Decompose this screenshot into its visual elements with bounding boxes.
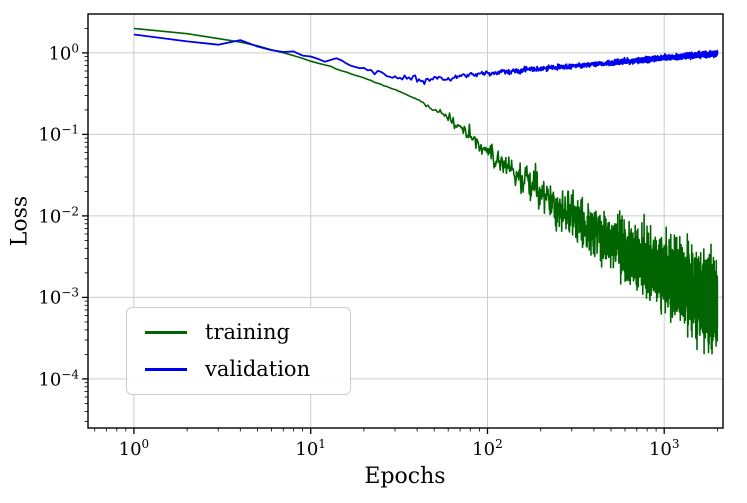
y-axis-label: Loss <box>7 195 33 247</box>
validation-line-swatch <box>145 368 187 371</box>
legend-item-validation: validation <box>145 359 310 380</box>
x-tick-label: 103 <box>648 437 680 460</box>
x-tick-label: 100 <box>118 437 150 460</box>
y-tick-label: 10−4 <box>38 367 79 391</box>
legend-item-training: training <box>145 322 310 343</box>
y-tick-label: 10−1 <box>38 122 79 146</box>
legend-label-validation: validation <box>205 357 311 381</box>
x-axis-label: Epochs <box>364 464 446 489</box>
x-tick-label: 101 <box>295 437 326 460</box>
y-tick-label: 100 <box>48 41 79 65</box>
legend-label-training: training <box>205 320 290 344</box>
y-tick-label: 10−2 <box>38 204 79 228</box>
training-line-swatch <box>145 331 187 334</box>
legend: training validation <box>126 307 352 395</box>
y-tick-label: 10−3 <box>38 285 79 309</box>
x-tick-label: 102 <box>472 437 503 460</box>
